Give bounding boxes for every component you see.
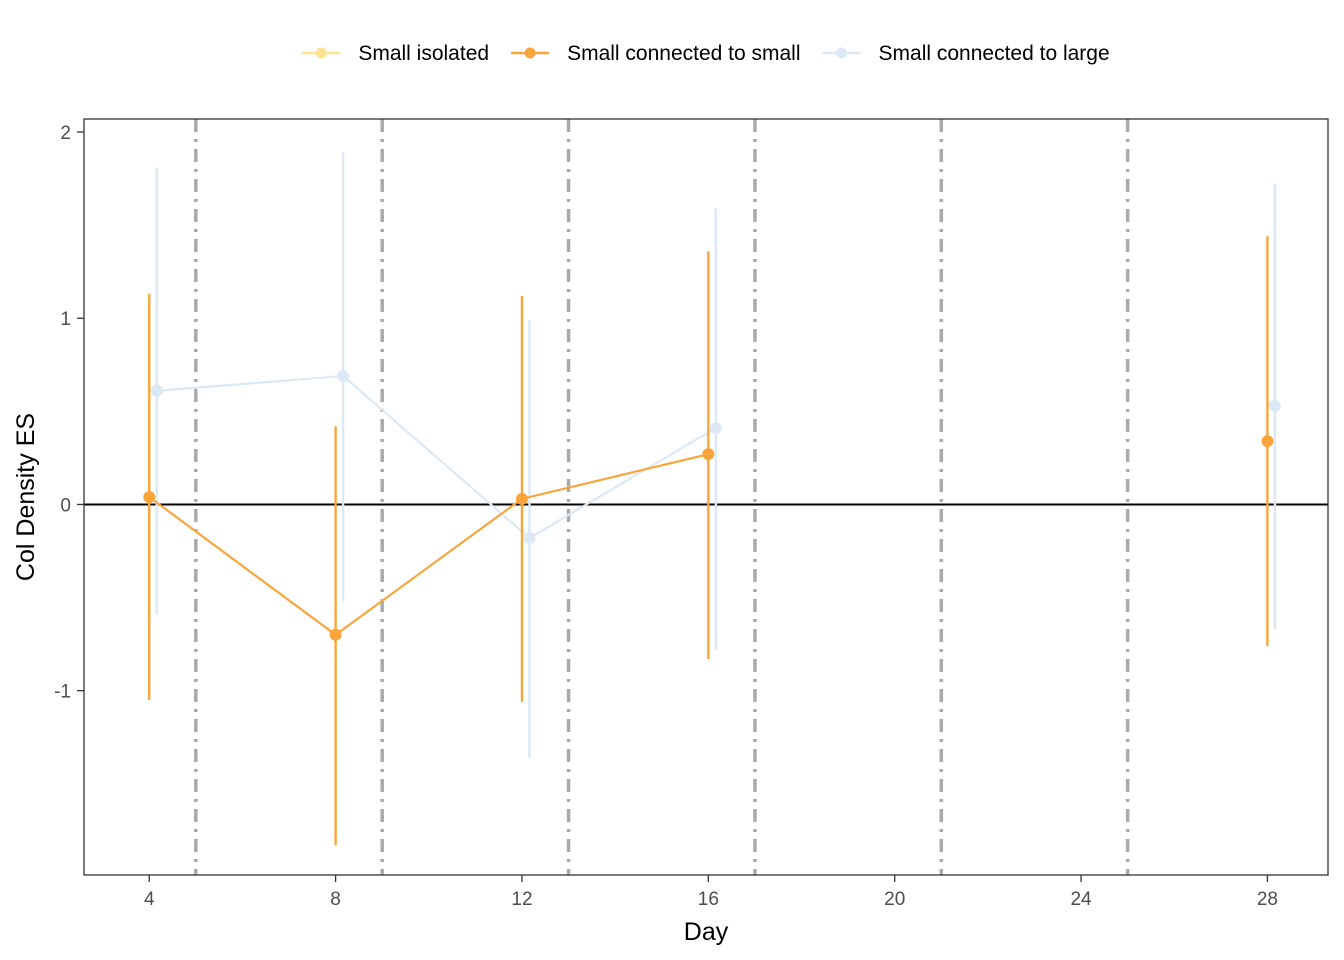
legend-key-point (524, 47, 536, 59)
data-point (337, 369, 350, 382)
legend-label: Small connected to large (879, 42, 1110, 65)
data-point (709, 422, 722, 435)
x-tick-label: 20 (884, 889, 905, 910)
x-tick-label: 12 (511, 889, 532, 910)
legend-key-point (836, 47, 848, 59)
y-axis: -1 0 1 2 (54, 123, 84, 703)
legend-item-small-connected-to-small: Small connected to small (511, 42, 801, 65)
series-layer (143, 152, 1281, 846)
x-tick-label: 24 (1070, 889, 1092, 910)
y-tick-label: -1 (54, 682, 71, 703)
y-tick-label: 1 (60, 309, 71, 330)
data-point (143, 491, 156, 503)
x-tick-label: 4 (144, 889, 155, 910)
legend-label: Small connected to small (567, 42, 800, 65)
y-tick-label: 0 (60, 495, 71, 516)
plot-border (83, 118, 1329, 876)
x-tick-label: 16 (698, 889, 719, 910)
data-point (702, 448, 715, 461)
legend-label: Small isolated (358, 42, 489, 65)
data-point (1268, 399, 1281, 412)
x-axis: 4 8 12 16 20 24 28 (144, 875, 1278, 910)
series-small-connected-to-large (150, 152, 1281, 758)
plot-background (84, 119, 1328, 875)
y-axis-title: Col Density ES (12, 413, 40, 581)
legend-item-small-connected-to-large: Small connected to large (822, 42, 1110, 65)
x-tick-label: 8 (330, 889, 341, 910)
series-line (148, 453, 709, 637)
data-point (1261, 435, 1274, 448)
legend-item-small-isolated: Small isolated (302, 42, 489, 65)
x-tick-label: 28 (1257, 889, 1278, 910)
data-point (150, 384, 163, 397)
x-axis-title: Day (684, 918, 729, 946)
data-point (515, 492, 528, 505)
vertical-dashed-lines (194, 119, 1130, 875)
data-point (329, 628, 342, 641)
legend-key-point (315, 47, 327, 59)
series-line (156, 374, 717, 540)
series-small-connected-to-small (143, 236, 1274, 846)
data-point (523, 531, 536, 544)
legend: Small isolated Small connected to small Sm… (302, 42, 1110, 65)
y-tick-label: 2 (60, 123, 71, 144)
